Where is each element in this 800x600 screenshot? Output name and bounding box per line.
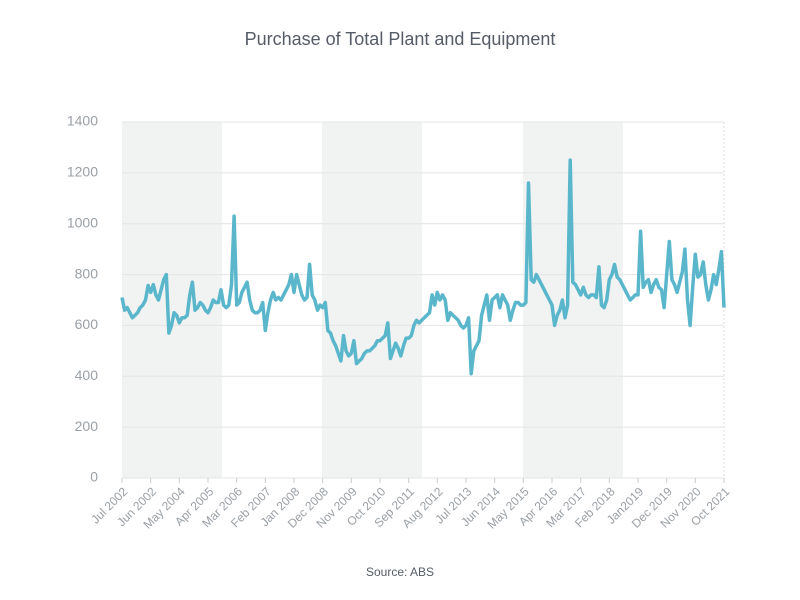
y-tick-label: 600 bbox=[75, 316, 99, 332]
source: Source: ABS bbox=[366, 565, 434, 579]
y-tick-label: 1400 bbox=[67, 113, 98, 129]
y-tick-label: 1000 bbox=[67, 214, 98, 230]
y-tick-label: 0 bbox=[90, 469, 98, 485]
band bbox=[322, 122, 422, 478]
y-tick-label: 1200 bbox=[67, 164, 98, 180]
y-tick-label: 800 bbox=[75, 265, 99, 281]
band bbox=[122, 122, 222, 478]
y-tick-label: 400 bbox=[75, 367, 99, 383]
series-line bbox=[120, 158, 726, 376]
y-tick-label: 200 bbox=[75, 418, 99, 434]
chart-title: Purchase of Total Plant and Equipment bbox=[245, 29, 556, 49]
